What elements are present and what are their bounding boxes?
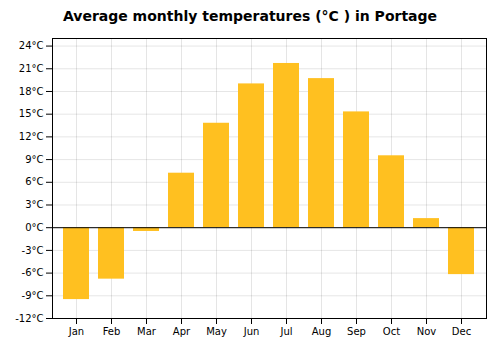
svg-text:Apr: Apr bbox=[173, 326, 191, 337]
svg-text:3°C: 3°C bbox=[25, 199, 43, 210]
svg-text:-3°C: -3°C bbox=[22, 245, 44, 256]
svg-text:May: May bbox=[206, 326, 227, 337]
html-text:Average monthly temperatures (: Average monthly temperatures (°C ) in Po… bbox=[62, 8, 438, 24]
svg-text:24°C: 24°C bbox=[19, 40, 44, 51]
svg-text:Feb: Feb bbox=[103, 326, 121, 337]
svg-text:Aug: Aug bbox=[312, 326, 332, 337]
svg-text:Jun: Jun bbox=[243, 326, 260, 337]
svg-text:-12°C: -12°C bbox=[15, 313, 43, 324]
svg-text:9°C: 9°C bbox=[25, 154, 43, 165]
svg-text:Oct: Oct bbox=[383, 326, 400, 337]
svg-text:12°C: 12°C bbox=[19, 131, 44, 142]
svg-text:15°C: 15°C bbox=[19, 108, 44, 119]
svg-text:-9°C: -9°C bbox=[22, 290, 44, 301]
svg-text:Dec: Dec bbox=[452, 326, 471, 337]
svg-text:Sep: Sep bbox=[347, 326, 366, 337]
svg-text:-6°C: -6°C bbox=[22, 267, 44, 278]
svg-text:Nov: Nov bbox=[417, 326, 437, 337]
svg-text:Jul: Jul bbox=[279, 326, 292, 337]
svg-text:6°C: 6°C bbox=[25, 176, 43, 187]
svg-text:Mar: Mar bbox=[137, 326, 157, 337]
svg-text:18°C: 18°C bbox=[19, 86, 44, 97]
svg-text:Jan: Jan bbox=[68, 326, 84, 337]
svg-text:21°C: 21°C bbox=[19, 63, 44, 74]
svg-text:0°C: 0°C bbox=[25, 222, 43, 233]
